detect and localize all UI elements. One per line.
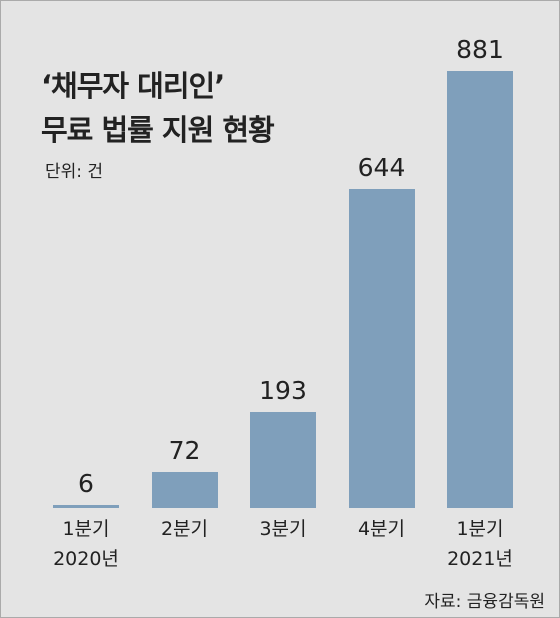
x-tick-label: 1분기 2020년 <box>53 518 119 570</box>
x-tick-label: 2분기 <box>160 518 209 540</box>
bar <box>348 188 415 508</box>
value-label: 6 <box>78 469 94 499</box>
chart-subtitle: 무료 법률 지원 현황 <box>41 113 275 147</box>
source-note: 자료: 금융감독원 <box>424 592 545 612</box>
bar <box>53 505 119 508</box>
chart-title: ‘채무자 대리인’ <box>41 69 225 103</box>
bar <box>151 472 218 508</box>
value-label: 881 <box>456 35 504 64</box>
value-label: 644 <box>357 152 406 182</box>
x-tick-label: 3분기 <box>259 518 307 540</box>
bar <box>447 71 513 508</box>
x-tick-label: 1분기 2021년 <box>447 518 513 570</box>
unit-label: 단위: 건 <box>45 162 104 182</box>
x-tick-label: 4분기 <box>357 518 406 540</box>
value-label: 72 <box>168 436 201 466</box>
bar <box>250 412 316 508</box>
value-label: 193 <box>259 376 307 406</box>
